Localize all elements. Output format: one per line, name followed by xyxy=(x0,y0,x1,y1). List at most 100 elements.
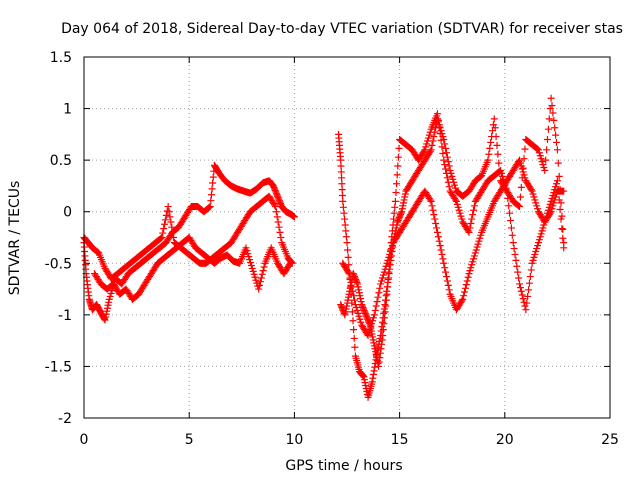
data-point xyxy=(532,247,540,255)
data-point xyxy=(400,199,408,207)
data-point xyxy=(399,202,407,210)
data-point xyxy=(244,250,252,258)
data-point xyxy=(355,312,363,320)
data-point xyxy=(350,271,358,279)
data-point xyxy=(537,230,545,238)
data-point xyxy=(350,326,358,334)
data-point xyxy=(388,242,396,250)
data-point xyxy=(445,183,453,191)
series-track-1 xyxy=(80,161,298,324)
data-point xyxy=(555,172,563,180)
data-point xyxy=(344,253,352,261)
data-point xyxy=(497,166,505,174)
data-point xyxy=(449,175,457,183)
data-point xyxy=(341,308,349,316)
data-point xyxy=(498,172,506,180)
series-track-2 xyxy=(80,192,296,283)
data-point xyxy=(422,143,430,151)
data-point xyxy=(352,275,360,283)
data-point xyxy=(158,234,166,241)
data-point xyxy=(366,326,374,334)
data-point xyxy=(436,124,444,132)
x-tick-label: 15 xyxy=(391,432,409,448)
data-point xyxy=(375,289,383,297)
data-point xyxy=(390,215,398,223)
data-point xyxy=(360,305,368,313)
data-point xyxy=(337,168,345,176)
data-point xyxy=(516,203,524,211)
data-point xyxy=(345,293,353,301)
data-point xyxy=(275,223,283,231)
data-point xyxy=(442,273,450,281)
data-point xyxy=(463,277,471,285)
data-point xyxy=(541,166,549,174)
data-point xyxy=(351,343,359,351)
data-point xyxy=(426,128,434,136)
x-tick-labels: 0 5 10 15 20 25 xyxy=(80,432,619,448)
y-tick-label: -1 xyxy=(58,308,72,324)
data-point xyxy=(285,261,293,269)
data-point xyxy=(468,261,476,269)
data-point xyxy=(397,209,405,217)
data-point xyxy=(461,288,469,296)
data-point xyxy=(360,373,368,381)
data-point xyxy=(457,212,465,220)
y-axis-label: SDTVAR / TECUs xyxy=(7,181,23,296)
data-point xyxy=(338,180,346,188)
data-point xyxy=(554,159,562,167)
x-tick-label: 20 xyxy=(496,432,514,448)
data-point xyxy=(519,168,527,176)
data-point xyxy=(468,215,476,223)
data-point xyxy=(441,161,449,169)
data-point xyxy=(391,203,399,211)
data-point xyxy=(491,124,499,132)
data-point xyxy=(548,205,556,213)
data-point xyxy=(350,334,358,342)
data-point xyxy=(523,299,531,307)
data-point xyxy=(495,159,503,167)
data-point xyxy=(207,191,215,199)
data-point xyxy=(358,301,366,309)
data-point xyxy=(507,224,515,232)
data-point xyxy=(378,274,386,282)
y-tick-label: 1.5 xyxy=(50,50,72,66)
data-point xyxy=(527,266,535,274)
data-point xyxy=(533,245,541,253)
data-point xyxy=(337,156,345,164)
data-point xyxy=(375,362,383,370)
data-point xyxy=(429,206,437,214)
data-point xyxy=(360,376,368,384)
data-point xyxy=(437,127,445,135)
data-point xyxy=(437,246,445,254)
data-point xyxy=(381,314,389,322)
data-point xyxy=(342,305,350,313)
data-point xyxy=(375,358,383,366)
data-point xyxy=(462,281,470,289)
data-point xyxy=(517,287,525,295)
y-tick-label: -0.5 xyxy=(45,256,72,272)
data-point xyxy=(369,333,377,341)
data-point xyxy=(438,250,446,258)
data-point xyxy=(271,203,279,211)
data-point xyxy=(397,211,405,219)
data-point xyxy=(341,221,349,229)
data-point xyxy=(251,273,259,281)
data-point xyxy=(374,359,382,367)
data-point xyxy=(389,221,397,229)
data-point xyxy=(103,307,111,315)
data-point xyxy=(249,267,257,275)
data-point xyxy=(342,233,350,241)
data-point xyxy=(368,320,376,328)
data-point xyxy=(400,196,408,204)
data-point xyxy=(517,162,525,170)
data-point xyxy=(472,246,480,254)
data-point xyxy=(434,116,442,124)
data-point xyxy=(360,306,368,314)
data-point xyxy=(470,202,478,210)
data-point xyxy=(387,247,395,255)
data-point xyxy=(421,146,429,154)
data-point xyxy=(548,102,556,110)
x-tick-label: 5 xyxy=(185,432,194,448)
data-point xyxy=(337,162,345,170)
data-point xyxy=(102,310,110,318)
